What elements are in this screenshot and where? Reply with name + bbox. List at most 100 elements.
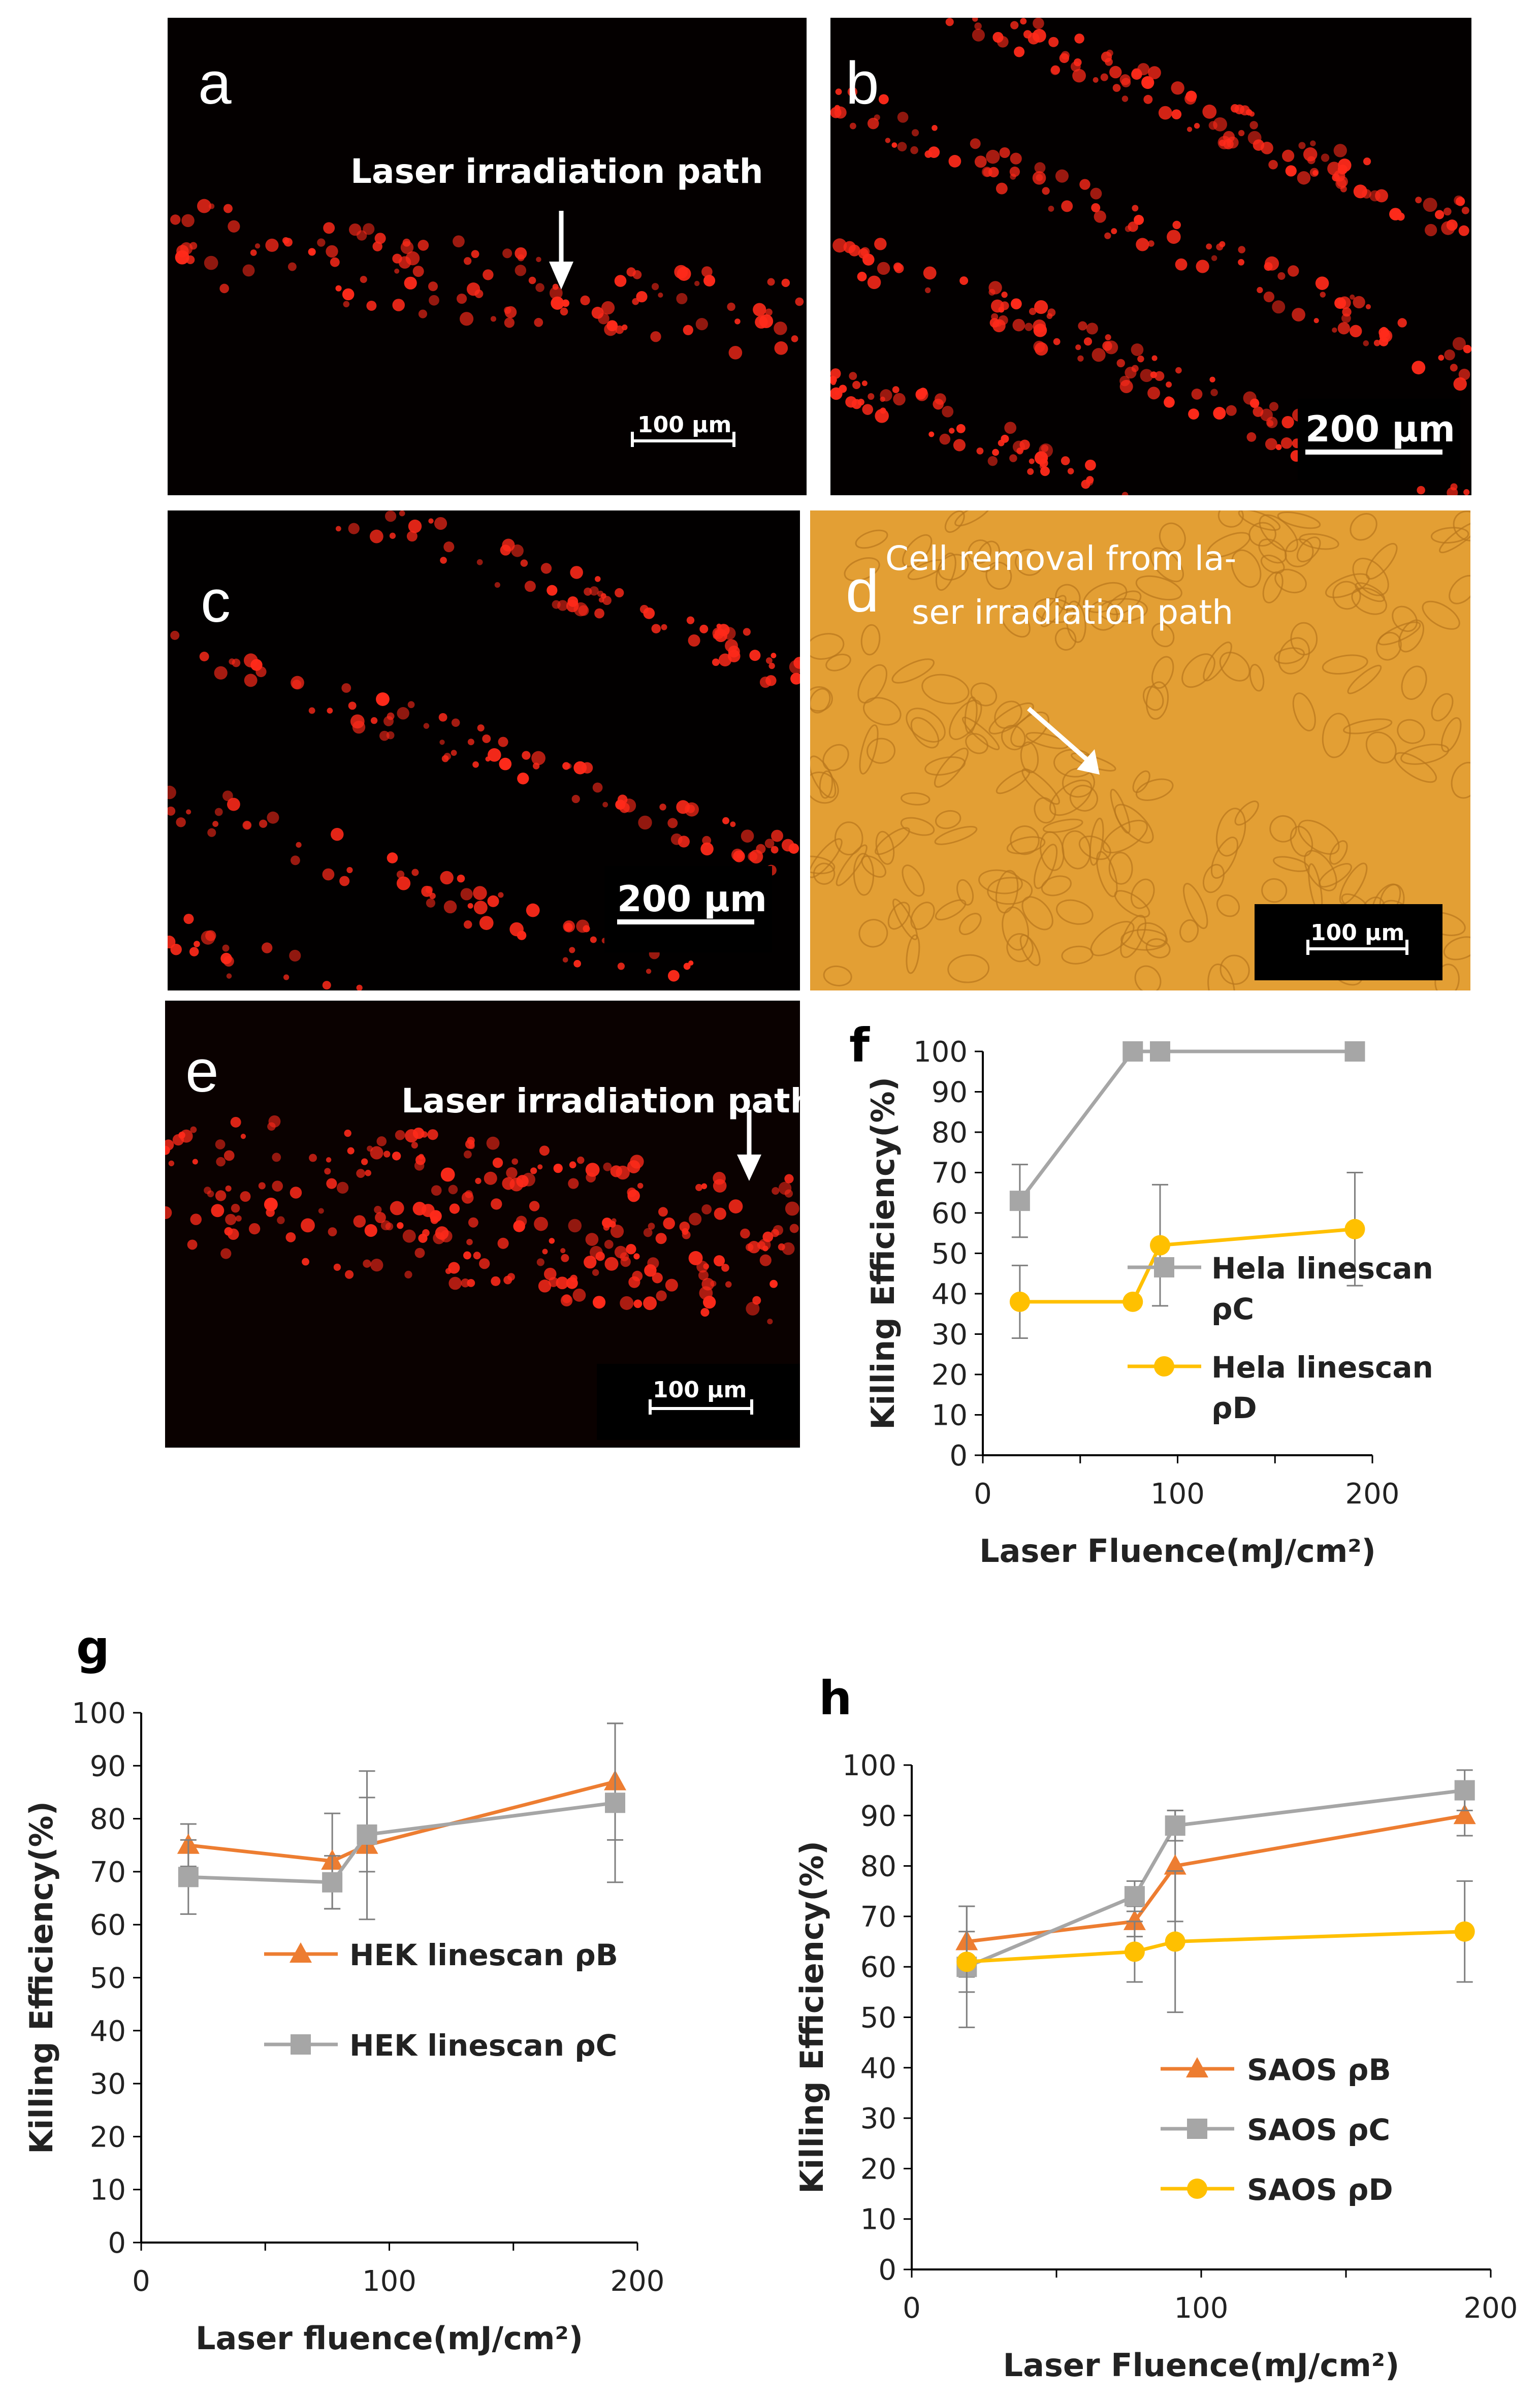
- cell-dot: [759, 1254, 772, 1266]
- cell-dot: [970, 138, 981, 149]
- cell-dot: [1083, 337, 1093, 346]
- cell-dot: [771, 653, 777, 658]
- cell-outline: [1130, 878, 1155, 909]
- cell-dot: [412, 266, 424, 277]
- cell-dot: [1171, 109, 1182, 120]
- cell-outline: [1108, 851, 1133, 885]
- cell-dot: [189, 947, 199, 956]
- cell-dot: [365, 1169, 372, 1176]
- cell-dot: [695, 1183, 703, 1191]
- cell-dot: [341, 683, 351, 693]
- chart-g-ytick-label: 80: [90, 1803, 126, 1836]
- chart-g-xtick-label: 0: [132, 2265, 150, 2298]
- cell-dot: [440, 871, 454, 885]
- cell-dot: [1131, 343, 1144, 356]
- cell-outline: [1352, 557, 1389, 596]
- cell-outline: [910, 902, 935, 930]
- cell-outline: [1377, 621, 1421, 646]
- cell-dot: [1033, 18, 1044, 29]
- cell-dot: [725, 639, 738, 653]
- cell-outline: [1151, 623, 1175, 648]
- chart-g-ytick-label: 20: [90, 2121, 126, 2154]
- cell-dot: [562, 957, 568, 963]
- cell-dot: [387, 712, 395, 720]
- cell-dot: [976, 447, 984, 455]
- chart-h-panel-label: h: [819, 1671, 852, 1725]
- cell-dot: [223, 1150, 235, 1161]
- cell-dot: [190, 1126, 197, 1133]
- chart-f-panel-label: f: [849, 1018, 870, 1073]
- cell-outline: [1134, 965, 1162, 990]
- cell-dot: [852, 380, 861, 389]
- cell-outline: [1179, 919, 1199, 943]
- chart-h-ylabel: Killing Efficiency(%): [793, 1841, 830, 2194]
- chart-h-ytick-label: 0: [878, 2254, 896, 2287]
- chart-f: f 0 10 20 30 40 50 60 70 80 90 100 0 100 200 Laser Flue…: [849, 1018, 1433, 1570]
- chart-g-ytick-label: 30: [90, 2068, 126, 2101]
- chart-h-series-1-point: [1165, 1815, 1185, 1836]
- cell-outline: [1339, 862, 1368, 905]
- cell-dot: [389, 532, 396, 539]
- cell-dot: [795, 297, 804, 306]
- cell-dot: [658, 1207, 668, 1217]
- chart-h-series-1-line: [966, 1788, 1465, 1969]
- cell-dot: [468, 1217, 478, 1228]
- cell-dot: [849, 372, 857, 380]
- cell-dot: [701, 1204, 712, 1214]
- cell-outline: [1351, 587, 1388, 615]
- cell-dot: [655, 1233, 667, 1244]
- cell-dot: [1260, 408, 1273, 422]
- cell-dot: [749, 650, 761, 661]
- cell-dot: [665, 1278, 678, 1292]
- cell-outline: [1269, 815, 1297, 843]
- cell-outline: [956, 879, 974, 906]
- chart-h-series-1-point: [1454, 1780, 1475, 1801]
- cell-dot: [242, 820, 252, 830]
- cell-dot: [348, 701, 357, 710]
- cell-dot: [741, 829, 754, 843]
- chart-h-series-0: [955, 1795, 1476, 1978]
- cell-dot: [331, 827, 344, 841]
- cell-dot: [893, 393, 906, 406]
- cell-dot: [366, 301, 377, 311]
- cell-dot: [1004, 422, 1017, 434]
- cell-dot: [1029, 458, 1035, 464]
- cell-dot: [222, 944, 230, 952]
- cell-dot: [953, 439, 966, 452]
- cell-dot: [411, 869, 419, 876]
- chart-h-series-2-point: [956, 1951, 977, 1972]
- cell-outline: [985, 561, 1012, 590]
- cell-dot: [974, 155, 987, 168]
- cell-outline: [1299, 533, 1339, 550]
- cell-outline: [1149, 547, 1184, 583]
- chart-g-series-1-point: [322, 1872, 343, 1893]
- cell-dot: [1321, 153, 1330, 162]
- cell-dot: [765, 308, 773, 316]
- cell-dot: [231, 1203, 240, 1213]
- cell-outline: [1304, 850, 1337, 891]
- cell-dot: [620, 1296, 634, 1310]
- cell-dot: [538, 1279, 552, 1293]
- chart-g-series-1-point: [357, 1824, 377, 1845]
- cell-dot: [428, 281, 438, 292]
- cell-dot: [778, 1181, 792, 1195]
- cell-outline: [1135, 575, 1182, 601]
- cell-dot: [499, 757, 512, 771]
- cell-dot: [1332, 173, 1340, 182]
- cell-dot: [439, 740, 445, 745]
- cell-dot: [1458, 225, 1469, 236]
- cell-outline: [1010, 711, 1049, 748]
- cell-dot: [384, 510, 397, 522]
- cell-outline: [938, 554, 969, 581]
- cell-dot: [326, 245, 338, 258]
- cell-dot: [1090, 187, 1102, 200]
- cell-dot: [891, 142, 897, 148]
- cell-dot: [1105, 57, 1113, 66]
- panel-d-scalebar-tick-left: [1306, 940, 1309, 955]
- cell-dot: [1186, 126, 1193, 132]
- cell-dot: [1226, 405, 1237, 416]
- cell-dot: [573, 959, 582, 968]
- cell-outline: [1234, 801, 1259, 826]
- cell-dot: [211, 1204, 224, 1218]
- chart-h-xlabel: Laser Fluence(mJ/cm²): [1003, 2347, 1400, 2384]
